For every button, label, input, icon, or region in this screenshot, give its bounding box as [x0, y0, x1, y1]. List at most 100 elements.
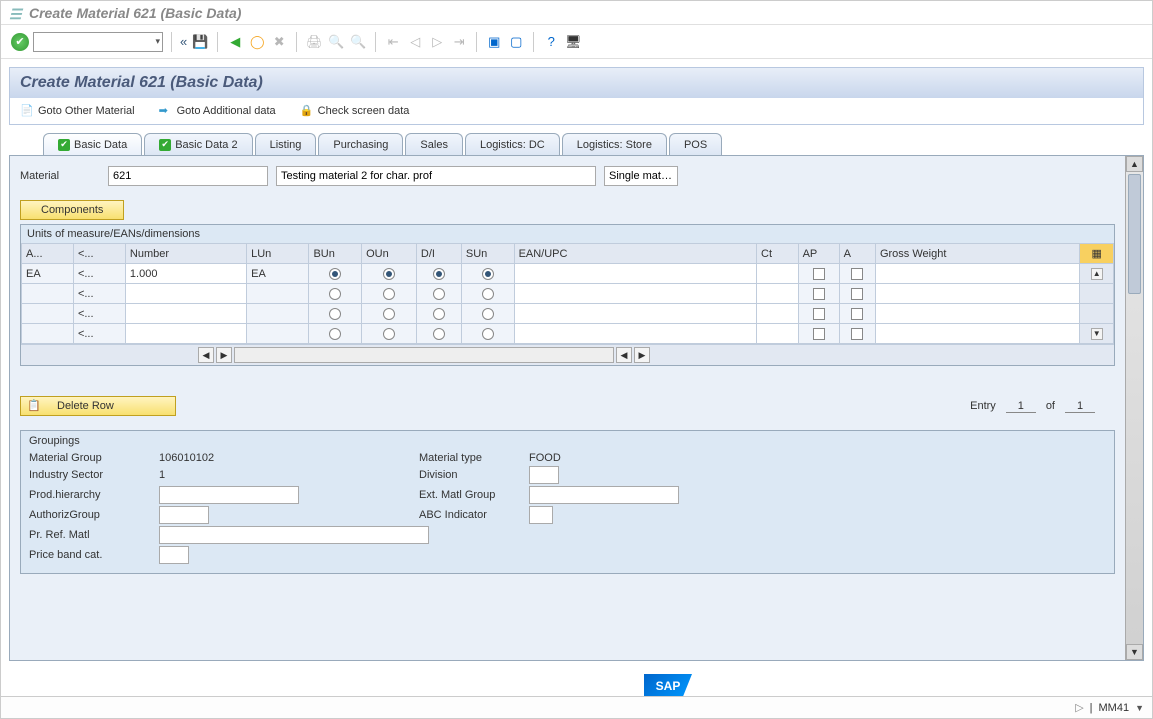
grid-cell[interactable]	[757, 264, 799, 284]
grid-cell[interactable]	[416, 264, 461, 284]
grid-cell[interactable]	[875, 304, 1079, 324]
grid-cell[interactable]	[461, 284, 514, 304]
layout-icon[interactable]: 🖥	[564, 33, 582, 51]
last-page-icon[interactable]: ⇥	[450, 33, 468, 51]
grid-cell[interactable]	[362, 284, 417, 304]
grid-row-vscroll[interactable]	[1080, 284, 1114, 304]
grid-vscroll-up-icon[interactable]: ▲	[1091, 268, 1103, 280]
checkbox-icon[interactable]	[851, 268, 863, 280]
exit-icon[interactable]: ◯	[248, 33, 266, 51]
pr-ref-matl-input[interactable]	[159, 526, 429, 544]
grid-col-header[interactable]: Ct	[757, 244, 799, 264]
tab-logistics-dc[interactable]: Logistics: DC	[465, 133, 560, 155]
grid-col-header[interactable]: A	[839, 244, 875, 264]
grid-cell[interactable]	[514, 264, 756, 284]
goto-other-material-link[interactable]: 📄 Goto Other Material	[20, 104, 135, 118]
grid-cell[interactable]	[362, 304, 417, 324]
authoriz-group-input[interactable]	[159, 506, 209, 524]
grid-col-header[interactable]: <...	[73, 244, 125, 264]
grid-cell[interactable]	[22, 284, 74, 304]
tab-basic-data[interactable]: ✔Basic Data	[43, 133, 142, 155]
grid-cell[interactable]	[798, 264, 839, 284]
grid-scrollbar-track[interactable]	[234, 347, 614, 363]
tab-logistics-store[interactable]: Logistics: Store	[562, 133, 667, 155]
find-icon[interactable]: 🔍	[327, 33, 345, 51]
grid-col-header[interactable]: A...	[22, 244, 74, 264]
print-icon[interactable]: 🖨	[305, 33, 323, 51]
grid-cell[interactable]	[22, 304, 74, 324]
prev-page-icon[interactable]: ◁	[406, 33, 424, 51]
grid-cell[interactable]	[798, 324, 839, 344]
grid-cell[interactable]: EA	[247, 264, 309, 284]
grid-cell[interactable]	[309, 264, 362, 284]
radio-icon[interactable]	[383, 328, 395, 340]
delete-row-button[interactable]: 📋 Delete Row	[20, 396, 176, 416]
division-input[interactable]	[529, 466, 559, 484]
grid-row-vscroll[interactable]: ▼	[1080, 324, 1114, 344]
grid-cell[interactable]	[416, 284, 461, 304]
radio-icon[interactable]	[433, 268, 445, 280]
radio-icon[interactable]	[383, 308, 395, 320]
material-description-input[interactable]	[276, 166, 596, 186]
grid-cell[interactable]	[309, 324, 362, 344]
goto-additional-data-link[interactable]: ➡ Goto Additional data	[159, 104, 276, 118]
back-icon[interactable]: ◀	[226, 33, 244, 51]
grid-cell[interactable]	[362, 264, 417, 284]
radio-icon[interactable]	[433, 308, 445, 320]
grid-cell[interactable]	[798, 284, 839, 304]
grid-cell[interactable]	[757, 324, 799, 344]
grid-cell[interactable]	[309, 284, 362, 304]
grid-cell[interactable]	[125, 324, 246, 344]
checkbox-icon[interactable]	[851, 328, 863, 340]
material-category-input[interactable]	[604, 166, 678, 186]
checkbox-icon[interactable]	[851, 288, 863, 300]
check-screen-data-link[interactable]: 🔒 Check screen data	[300, 104, 410, 118]
tab-sales[interactable]: Sales	[405, 133, 463, 155]
ext-matl-group-input[interactable]	[529, 486, 679, 504]
radio-icon[interactable]	[329, 328, 341, 340]
grid-cell[interactable]	[798, 304, 839, 324]
grid-vscroll-down-icon[interactable]: ▼	[1091, 328, 1103, 340]
tab-pos[interactable]: POS	[669, 133, 722, 155]
grid-col-header[interactable]: OUn	[362, 244, 417, 264]
radio-icon[interactable]	[383, 268, 395, 280]
radio-icon[interactable]	[433, 328, 445, 340]
grid-scroll-left2-icon[interactable]: ◀	[616, 347, 632, 363]
back-chevrons-icon[interactable]: «	[180, 34, 187, 49]
grid-col-header[interactable]: D/I	[416, 244, 461, 264]
cancel-icon[interactable]: ✖	[270, 33, 288, 51]
find-next-icon[interactable]: 🔍	[349, 33, 367, 51]
tab-basic-data-2[interactable]: ✔Basic Data 2	[144, 133, 252, 155]
grid-cell[interactable]	[416, 304, 461, 324]
grid-cell[interactable]	[22, 324, 74, 344]
grid-col-header[interactable]: EAN/UPC	[514, 244, 756, 264]
grid-cell[interactable]	[839, 304, 875, 324]
radio-icon[interactable]	[329, 268, 341, 280]
scroll-up-icon[interactable]: ▲	[1126, 156, 1143, 172]
grid-cell[interactable]: <...	[73, 324, 125, 344]
grid-cell[interactable]	[125, 284, 246, 304]
status-dropdown-icon[interactable]: ▼	[1135, 703, 1144, 713]
radio-icon[interactable]	[329, 288, 341, 300]
grid-cell[interactable]: 1.000	[125, 264, 246, 284]
shortcut-icon[interactable]: ▢	[507, 33, 525, 51]
grid-cell[interactable]: <...	[73, 304, 125, 324]
checkbox-icon[interactable]	[813, 288, 825, 300]
grid-row-vscroll[interactable]	[1080, 304, 1114, 324]
grid-cell[interactable]	[514, 324, 756, 344]
checkbox-icon[interactable]	[813, 328, 825, 340]
grid-cell[interactable]	[309, 304, 362, 324]
grid-scroll-left-icon[interactable]: ◀	[198, 347, 214, 363]
grid-col-header[interactable]: Gross Weight	[875, 244, 1079, 264]
new-session-icon[interactable]: ▣	[485, 33, 503, 51]
grid-col-header[interactable]: AP	[798, 244, 839, 264]
radio-icon[interactable]	[482, 288, 494, 300]
status-triangle-icon[interactable]: ▷	[1075, 701, 1083, 714]
grid-cell[interactable]	[875, 264, 1079, 284]
material-number-input[interactable]	[108, 166, 268, 186]
grid-col-header[interactable]: Number	[125, 244, 246, 264]
next-page-icon[interactable]: ▷	[428, 33, 446, 51]
grid-col-header[interactable]: SUn	[461, 244, 514, 264]
radio-icon[interactable]	[482, 308, 494, 320]
grid-cell[interactable]	[247, 324, 309, 344]
